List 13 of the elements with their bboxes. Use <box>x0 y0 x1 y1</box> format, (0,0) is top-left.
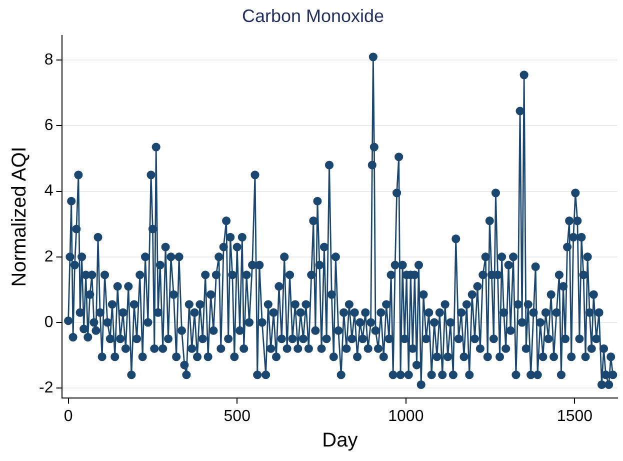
x-tick-label: 1500 <box>556 408 593 425</box>
x-tick-label: 1000 <box>388 408 424 425</box>
x-tick-label: 500 <box>224 408 251 425</box>
chart-title: Carbon Monoxide <box>242 6 384 26</box>
y-tick-label: -2 <box>38 379 54 396</box>
y-tick-label: 0 <box>44 314 54 331</box>
y-tick-label: 4 <box>44 182 54 200</box>
y-axis-title: Normalized AQI <box>8 146 31 287</box>
y-tick-label: 8 <box>44 52 54 69</box>
x-tick-label: 0 <box>64 408 73 425</box>
y-tick-label: 6 <box>44 117 54 134</box>
y-tick-label: 2 <box>44 248 54 266</box>
x-axis-title: Day <box>322 430 358 452</box>
